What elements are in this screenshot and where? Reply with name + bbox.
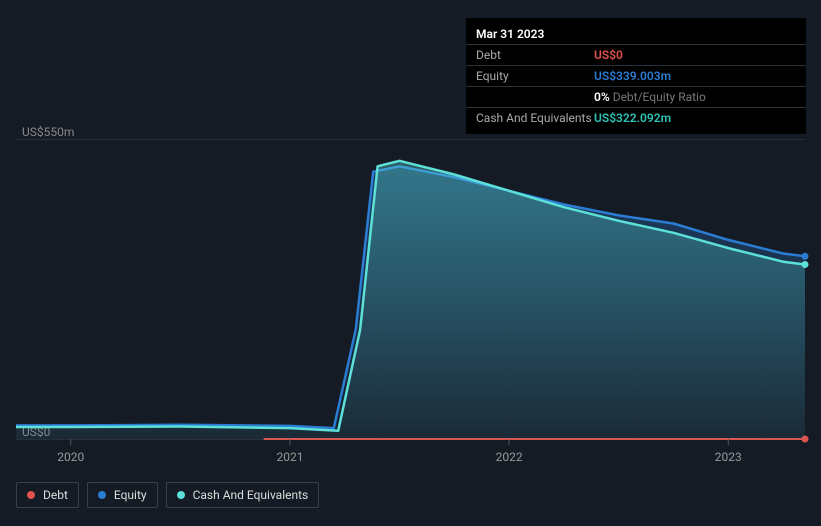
legend-item-equity[interactable]: Equity [87,482,158,508]
x-axis-label: 2020 [57,450,84,464]
legend-item-label: Debt [43,488,68,502]
x-axis-labels: 2020 2021 2022 2023 [16,450,805,466]
legend-item-label: Equity [114,488,147,502]
series-area-cash-and-equivalents [16,161,805,439]
x-axis-label: 2022 [496,450,523,464]
area-chart [0,0,821,526]
legend-dot-icon [98,491,106,499]
legend-item-label: Cash And Equivalents [193,488,309,502]
legend-item-cash-and-equivalents[interactable]: Cash And Equivalents [166,482,320,508]
legend-item-debt[interactable]: Debt [16,482,79,508]
legend-dot-icon [177,491,185,499]
x-axis-label: 2023 [715,450,742,464]
series-endpoint-cash-and-equivalents [802,261,809,268]
legend-dot-icon [27,491,35,499]
chart-legend: Debt Equity Cash And Equivalents [16,482,319,508]
x-axis-label: 2021 [276,450,303,464]
series-endpoint-equity [802,253,809,260]
